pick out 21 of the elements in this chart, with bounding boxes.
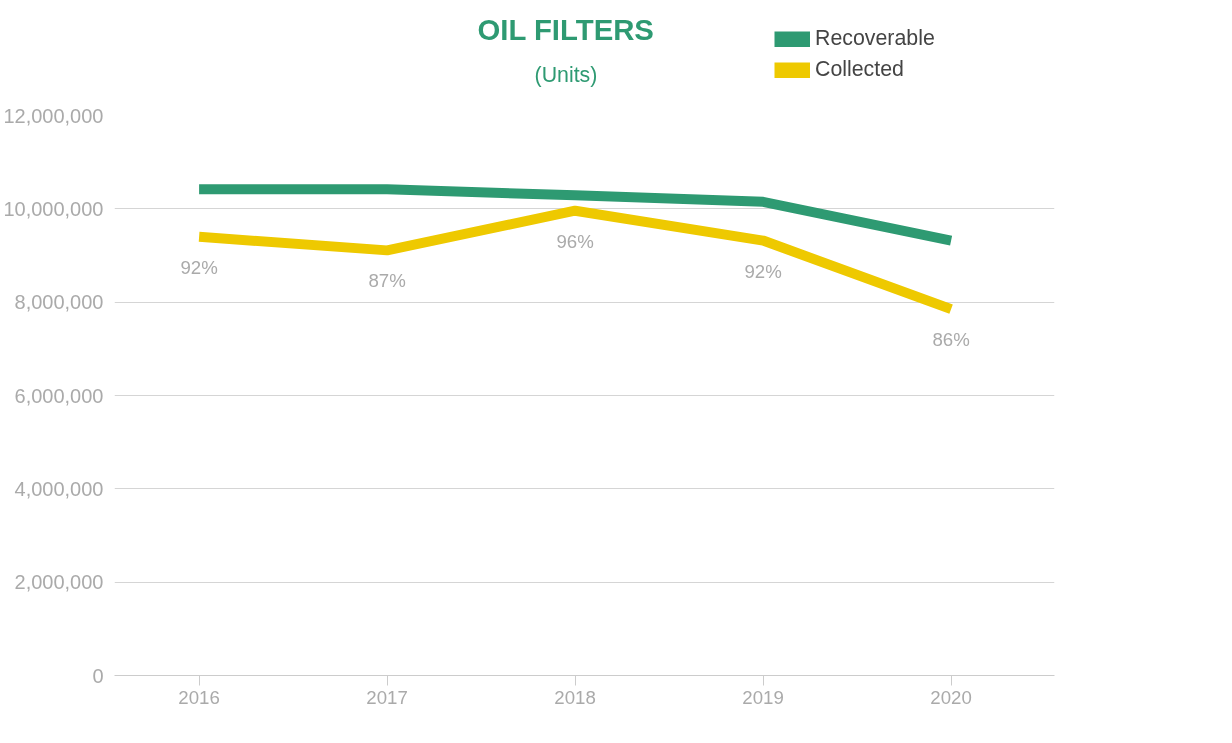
annotation: 96%	[556, 230, 594, 252]
y-tick-label: 4,000,000	[14, 477, 104, 500]
annotation: 92%	[744, 260, 782, 282]
chart-subtitle: (Units)	[534, 62, 598, 87]
legend-label: Recoverable	[815, 26, 935, 51]
x-tick-label: 2020	[930, 686, 972, 708]
y-tick-label: 6,000,000	[14, 384, 104, 407]
annotation: 87%	[368, 270, 406, 292]
x-tick-label: 2019	[742, 686, 784, 708]
y-tick-label: 0	[92, 664, 104, 687]
x-tick-label: 2016	[178, 686, 220, 708]
legend-label: Collected	[815, 57, 904, 82]
y-tick-label: 10,000,000	[3, 197, 104, 220]
y-tick-label: 2,000,000	[14, 571, 104, 594]
y-tick-label: 12,000,000	[3, 104, 104, 127]
x-tick-label: 2018	[554, 686, 596, 708]
y-tick-label: 8,000,000	[14, 291, 104, 314]
x-tick-label: 2017	[366, 686, 408, 708]
annotation: 92%	[180, 256, 218, 278]
chart-title: OIL FILTERS	[477, 12, 654, 46]
annotation: 86%	[932, 329, 970, 351]
